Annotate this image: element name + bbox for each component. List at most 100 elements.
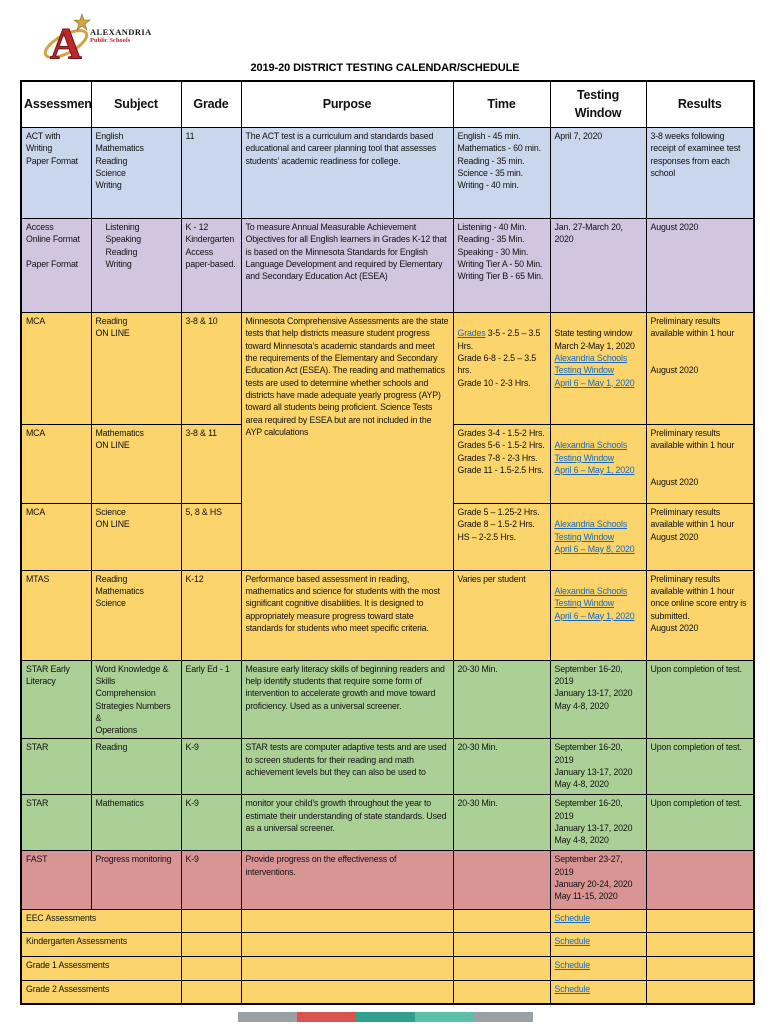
cell-empty bbox=[645, 932, 755, 958]
cell-grade: 3-8 & 11 bbox=[180, 424, 242, 504]
cell-assessment: MCA bbox=[20, 424, 92, 504]
logo-name: ALEXANDRIA bbox=[90, 27, 152, 37]
table-row-star-early-literacy: STAR Early Literacy Word Knowledge & Ski… bbox=[20, 659, 755, 740]
next-page-edge-strip bbox=[238, 1012, 533, 1022]
cell-subject: Reading bbox=[90, 738, 182, 796]
cell-empty bbox=[240, 909, 454, 934]
cell-grade: K-9 bbox=[180, 738, 242, 796]
cell-subject: Listening Speaking Reading Writing bbox=[90, 218, 182, 313]
cell-assessment: Kindergarten Assessments bbox=[20, 932, 182, 958]
cell-testing-window: Schedule bbox=[549, 980, 647, 1005]
cell-time: English - 45 min. Mathematics - 60 min. … bbox=[452, 127, 551, 219]
cell-empty bbox=[180, 932, 242, 958]
cell-results: Preliminary results available within 1 h… bbox=[645, 503, 755, 571]
cell-subject: Mathematics ON LINE bbox=[90, 424, 182, 504]
cell-results: Upon completion of test. bbox=[645, 794, 755, 852]
cell-time bbox=[452, 850, 551, 911]
cell-grade: K - 12 Kindergarten Access paper-based. bbox=[180, 218, 242, 313]
cell-results: Upon completion of test. bbox=[645, 738, 755, 796]
cell-grade: Early Ed - 1 bbox=[180, 659, 242, 740]
cell-assessment: MTAS bbox=[20, 569, 92, 661]
table-row-access: Access Online Format Paper Format Listen… bbox=[20, 218, 755, 313]
cell-assessment: EEC Assessments bbox=[20, 909, 182, 934]
logo-swoosh-icon bbox=[43, 29, 89, 59]
cell-time: 20-30 Min. bbox=[452, 738, 551, 796]
schedule-link[interactable]: Schedule bbox=[554, 984, 591, 995]
cell-grade: K-9 bbox=[180, 794, 242, 852]
cell-testing-window: State testing window March 2-May 1, 2020… bbox=[549, 312, 647, 425]
schedule-link[interactable]: Schedule bbox=[554, 936, 591, 947]
time-text: 3-5 - 2.5 – 3.5 Hrs. Grade 6-8 - 2.5 – 3… bbox=[457, 328, 541, 388]
cell-subject: Science ON LINE bbox=[90, 503, 182, 571]
cell-grade: K-9 bbox=[180, 850, 242, 911]
grades-link[interactable]: Grades bbox=[457, 328, 486, 339]
strip-segment bbox=[356, 1012, 415, 1022]
cell-empty bbox=[180, 980, 242, 1005]
cell-time: 20-30 Min. bbox=[452, 659, 551, 740]
cell-assessment: MCA bbox=[20, 312, 92, 425]
cell-empty bbox=[645, 909, 755, 934]
cell-empty bbox=[452, 932, 551, 958]
cell-assessment: Access Online Format Paper Format bbox=[20, 218, 92, 313]
cell-empty bbox=[180, 956, 242, 982]
cell-subject: Mathematics bbox=[90, 794, 182, 852]
column-header-purpose: Purpose bbox=[240, 80, 454, 128]
table-row-grade-2-assessments: Grade 2 Assessments Schedule bbox=[20, 980, 755, 1005]
cell-results: Preliminary results available within 1 h… bbox=[645, 312, 755, 425]
table-row-eec-assessments: EEC Assessments Schedule bbox=[20, 909, 755, 934]
schedule-link[interactable]: Schedule bbox=[554, 960, 591, 971]
testing-window-link[interactable]: Alexandria Schools Testing Window April … bbox=[554, 352, 635, 388]
cell-testing-window: Jan. 27-March 20, 2020 bbox=[549, 218, 647, 313]
cell-time: Varies per student bbox=[452, 569, 551, 661]
table-row-mtas: MTAS Reading Mathematics Science K-12 Pe… bbox=[20, 569, 755, 661]
testing-window-link[interactable]: Alexandria Schools Testing Window April … bbox=[554, 585, 635, 621]
testing-window-link[interactable]: Alexandria Schools Testing Window April … bbox=[554, 440, 635, 475]
cell-testing-window: September 23-27, 2019 January 20-24, 202… bbox=[549, 850, 647, 911]
table-row-kindergarten-assessments: Kindergarten Assessments Schedule bbox=[20, 932, 755, 958]
table-row-fast: FAST Progress monitoring K-9 Provide pro… bbox=[20, 850, 755, 911]
cell-time: Grades 3-5 - 2.5 – 3.5 Hrs. Grade 6-8 - … bbox=[452, 312, 551, 425]
cell-empty bbox=[452, 956, 551, 982]
strip-segment bbox=[415, 1012, 474, 1022]
cell-grade: 3-8 & 10 bbox=[180, 312, 242, 425]
table-row-act: ACT with Writing Paper Format English Ma… bbox=[20, 127, 755, 219]
cell-purpose: Provide progress on the effectiveness of… bbox=[240, 850, 454, 911]
cell-purpose: monitor your child’s growth throughout t… bbox=[240, 794, 454, 852]
cell-empty bbox=[240, 956, 454, 982]
cell-purpose: To measure Annual Measurable Achievement… bbox=[240, 218, 454, 313]
district-logo: A ALEXANDRIA Public Schools bbox=[42, 12, 192, 66]
cell-testing-window: Schedule bbox=[549, 909, 647, 934]
testing-calendar-table: Assessment Subject Grade Purpose Time Te… bbox=[20, 80, 755, 1005]
cell-testing-window: Schedule bbox=[549, 932, 647, 958]
cell-empty bbox=[645, 956, 755, 982]
logo-star-icon bbox=[73, 13, 91, 31]
cell-empty bbox=[452, 909, 551, 934]
cell-empty bbox=[645, 980, 755, 1005]
logo-a-letter: A bbox=[50, 19, 82, 66]
cell-assessment: FAST bbox=[20, 850, 92, 911]
cell-time: 20-30 Min. bbox=[452, 794, 551, 852]
cell-results bbox=[645, 850, 755, 911]
cell-testing-window: Alexandria Schools Testing Window April … bbox=[549, 569, 647, 661]
testing-window-link[interactable]: Alexandria Schools Testing Window April … bbox=[554, 519, 635, 554]
column-header-results: Results bbox=[645, 80, 755, 128]
schedule-link[interactable]: Schedule bbox=[554, 913, 591, 924]
cell-time: Grades 3-4 - 1.5-2 Hrs. Grades 5-6 - 1.5… bbox=[452, 424, 551, 504]
table-row-mca-reading: MCA Reading ON LINE 3-8 & 10 Minnesota C… bbox=[20, 312, 755, 571]
cell-purpose: Performance based assessment in reading,… bbox=[240, 569, 454, 661]
cell-empty bbox=[240, 980, 454, 1005]
table-row-grade-1-assessments: Grade 1 Assessments Schedule bbox=[20, 956, 755, 982]
cell-testing-window: Alexandria Schools Testing Window April … bbox=[549, 424, 647, 504]
cell-subject: English Mathematics Reading Science Writ… bbox=[90, 127, 182, 219]
cell-results: Preliminary results available within 1 h… bbox=[645, 569, 755, 661]
cell-assessment: ACT with Writing Paper Format bbox=[20, 127, 92, 219]
page-title: 2019-20 DISTRICT TESTING CALENDAR/SCHEDU… bbox=[250, 62, 520, 74]
table-row-star-reading: STAR Reading K-9 STAR tests are computer… bbox=[20, 738, 755, 796]
cell-assessment: Grade 2 Assessments bbox=[20, 980, 182, 1005]
strip-segment bbox=[297, 1012, 356, 1022]
header-row: Assessment Subject Grade Purpose Time Te… bbox=[20, 80, 755, 128]
cell-assessment: STAR bbox=[20, 794, 92, 852]
column-header-testing-window: Testing Window bbox=[549, 80, 647, 128]
cell-testing-window: Alexandria Schools Testing Window April … bbox=[549, 503, 647, 571]
cell-results: Preliminary results available within 1 h… bbox=[645, 424, 755, 504]
